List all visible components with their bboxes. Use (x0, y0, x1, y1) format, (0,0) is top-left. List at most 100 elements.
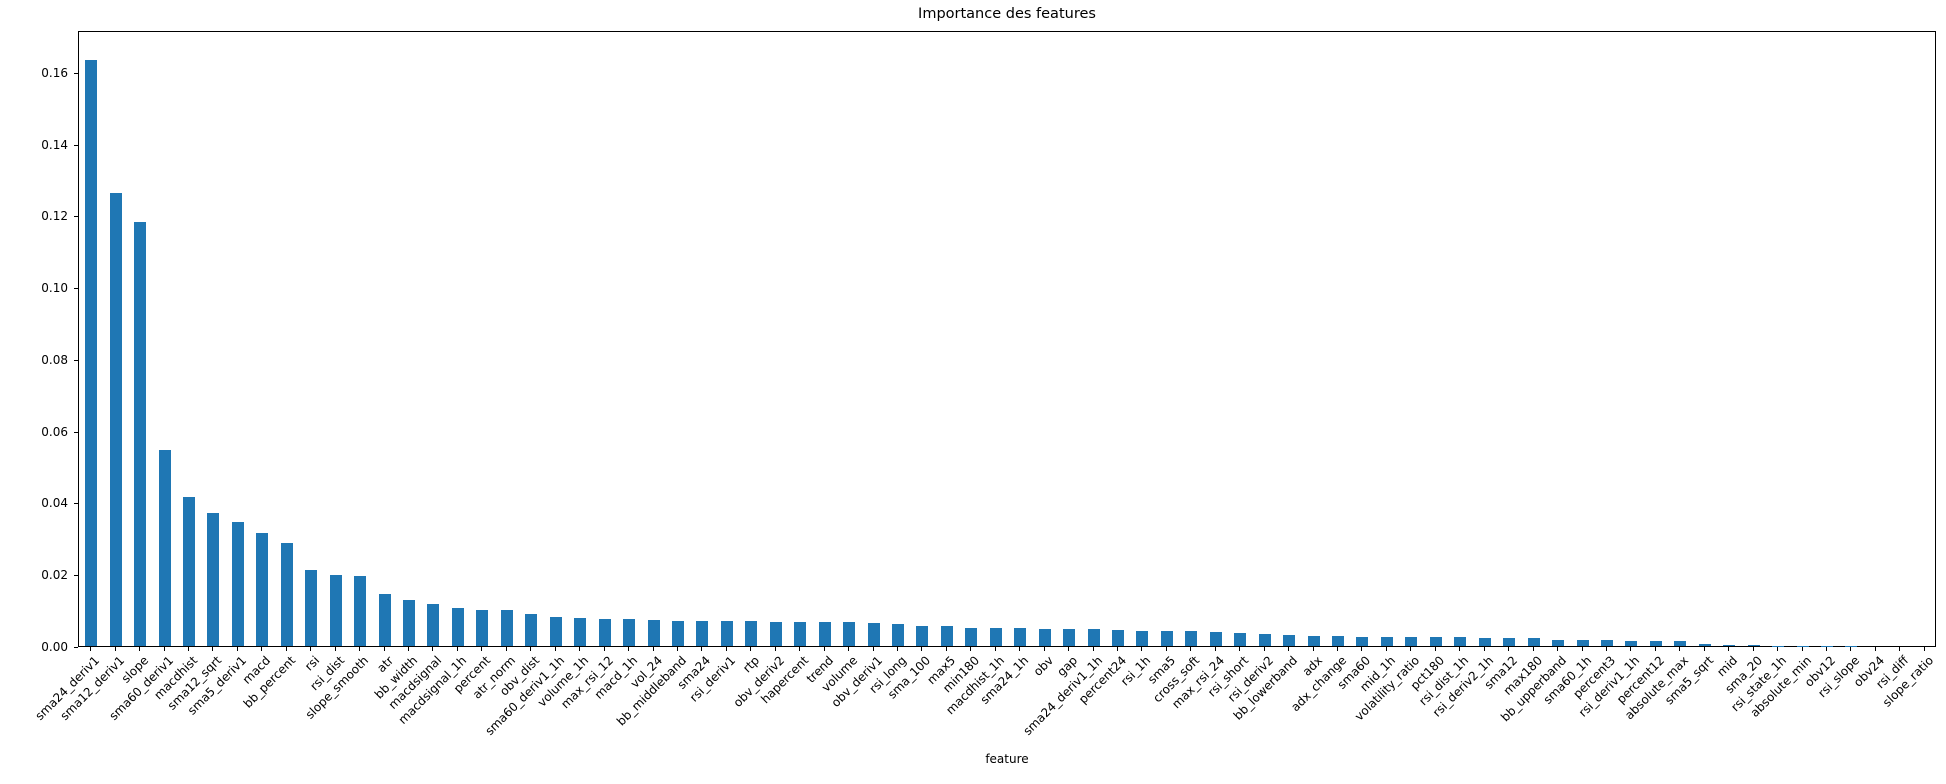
bar-sma60_deriv1 (158, 450, 171, 646)
y-tick (74, 431, 78, 433)
x-tick (676, 647, 678, 651)
x-tick (921, 647, 923, 651)
x-tick (554, 647, 556, 651)
bar-percent24 (1112, 629, 1124, 646)
x-tick (1385, 647, 1387, 651)
x-tick (799, 647, 801, 651)
y-tick (74, 144, 78, 146)
x-tick (1532, 647, 1534, 651)
bar-absolute_max (1674, 641, 1687, 646)
x-tick (579, 647, 581, 651)
bar-obv_deriv2 (769, 621, 782, 646)
x-tick (236, 647, 238, 651)
bar-volatility_ratio (1405, 637, 1418, 646)
y-tick-label: 0.16 (41, 65, 68, 80)
bar-slope_smooth (354, 576, 367, 646)
x-tick (285, 647, 287, 651)
x-tick (1043, 647, 1045, 651)
bar-sma5_sqrt (1698, 643, 1711, 646)
x-tick (970, 647, 972, 651)
x-tick (1850, 647, 1852, 651)
x-tick (725, 647, 727, 651)
bar-sma60 (1356, 636, 1369, 646)
y-tick-label: 0.12 (41, 209, 68, 224)
x-tick (1288, 647, 1290, 651)
x-tick (1263, 647, 1265, 651)
bar-sma60_deriv1_1h (549, 616, 562, 646)
x-tick (1581, 647, 1583, 651)
bar-pct180 (1429, 637, 1442, 646)
bar-macdhist_1h (989, 628, 1002, 646)
y-tick-label: 0.00 (41, 640, 68, 654)
x-tick (163, 647, 165, 651)
plot-area (78, 31, 1936, 647)
x-tick (212, 647, 214, 651)
x-axis-title: feature (985, 752, 1029, 766)
bar-sma12 (1503, 638, 1516, 646)
x-tick (1752, 647, 1754, 651)
y-tick-label: 0.02 (41, 568, 68, 583)
y-tick-label: 0.06 (41, 424, 68, 439)
bar-rsi_dist_1h (1454, 637, 1467, 646)
bar-percent (476, 609, 489, 646)
x-tick (1728, 647, 1730, 651)
x-tick (408, 647, 410, 651)
x-tick (1605, 647, 1607, 651)
x-tick (1459, 647, 1461, 651)
x-tick (872, 647, 874, 651)
bar-macdhist (183, 497, 195, 646)
x-tick (1703, 647, 1705, 651)
bar-sma12_sqrt (207, 512, 220, 646)
x-tick (1019, 647, 1021, 651)
x-tick (823, 647, 825, 651)
bar-max5 (940, 626, 953, 646)
x-tick (1312, 647, 1314, 651)
x-tick (1777, 647, 1779, 651)
x-tick (652, 647, 654, 651)
x-tick-label: obv (1030, 653, 1056, 679)
bar-sma24_1h (1014, 628, 1027, 646)
x-tick (114, 647, 116, 651)
x-tick (1630, 647, 1632, 651)
x-tick (1923, 647, 1925, 651)
x-tick (139, 647, 141, 651)
bar-rsi_deriv2 (1258, 634, 1271, 646)
bar-rsi_deriv1 (720, 621, 733, 646)
x-tick (261, 647, 263, 651)
x-tick (750, 647, 752, 651)
bar-rsi_deriv1_1h (1625, 640, 1638, 646)
x-tick (1874, 647, 1876, 651)
x-tick (1337, 647, 1339, 651)
x-tick (1239, 647, 1241, 651)
bar-bb_middleband (671, 620, 684, 646)
x-tick (1190, 647, 1192, 651)
x-tick (1117, 647, 1118, 651)
x-tick (481, 647, 483, 651)
bar-volume_1h (574, 618, 587, 646)
bar-sma24_deriv1 (85, 60, 98, 646)
bar-adx (1307, 635, 1320, 646)
bar-bb_upperband (1552, 639, 1565, 646)
x-tick (1361, 647, 1363, 651)
bar-gap (1063, 628, 1076, 646)
x-tick (456, 647, 458, 651)
x-tick (383, 647, 385, 651)
x-tick (1654, 647, 1656, 651)
bar-cross_soft (1185, 630, 1198, 646)
x-tick (1165, 647, 1167, 651)
bar-rsi_short (1234, 632, 1247, 646)
y-tick (74, 72, 78, 74)
y-tick (74, 288, 78, 290)
bar-volume (843, 621, 856, 646)
bar-rtp (745, 621, 758, 646)
x-tick (1483, 647, 1485, 651)
y-tick (74, 575, 78, 577)
bar-rsi_dist (329, 575, 342, 646)
bar-sma12_deriv1 (109, 193, 122, 646)
bar-percent12 (1649, 641, 1662, 646)
x-tick (1068, 647, 1070, 651)
bar-rsi (305, 569, 318, 646)
bar-sma60_1h (1576, 639, 1589, 646)
x-tick (945, 647, 947, 651)
